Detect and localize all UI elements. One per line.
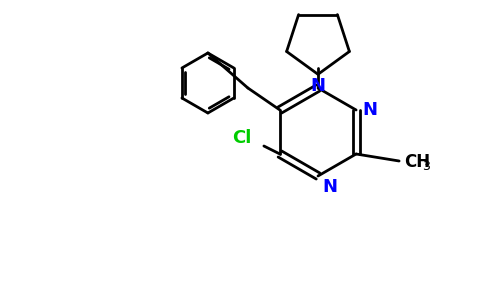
Text: CH: CH (404, 153, 430, 171)
Text: Cl: Cl (232, 129, 252, 147)
Text: N: N (311, 77, 326, 95)
Text: 3: 3 (422, 160, 430, 172)
Text: N: N (322, 178, 337, 196)
Text: N: N (362, 101, 377, 119)
